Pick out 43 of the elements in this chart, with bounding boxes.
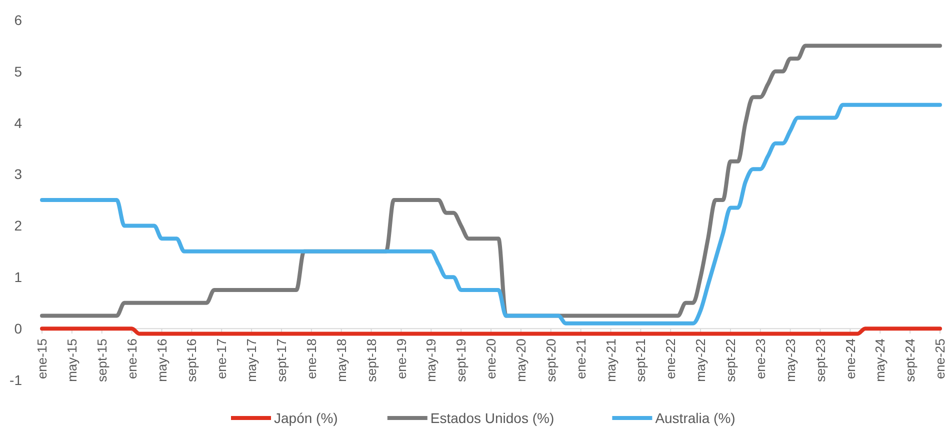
x-tick-label: ene-22 xyxy=(663,338,678,380)
x-tick-label: ene-21 xyxy=(573,338,588,380)
x-tick-label: sept-15 xyxy=(94,338,110,382)
legend-label: Estados Unidos (%) xyxy=(430,410,554,426)
x-tick-label: ene-18 xyxy=(304,338,319,380)
y-tick-label: 6 xyxy=(14,12,22,28)
x-tick-label: may-20 xyxy=(513,338,528,382)
x-tick-label: ene-17 xyxy=(214,338,230,380)
x-tick-label: may-15 xyxy=(64,338,80,382)
x-tick-label: sept-17 xyxy=(274,338,290,382)
x-tick-label: sept-20 xyxy=(543,338,558,382)
legend-label: Australia (%) xyxy=(655,410,736,426)
x-tick-label: sept-23 xyxy=(812,338,828,382)
x-tick-label: sept-18 xyxy=(364,338,379,382)
x-tick-label: sept-22 xyxy=(723,338,738,382)
x-tick-label: sept-16 xyxy=(184,338,200,382)
x-tick-label: may-16 xyxy=(154,338,170,382)
x-tick-label: sept-21 xyxy=(633,338,648,382)
y-tick-label: 2 xyxy=(14,218,22,234)
x-tick-label: may-17 xyxy=(244,338,260,382)
line-series xyxy=(40,102,942,326)
x-tick-label: sept-24 xyxy=(902,338,918,382)
y-tick-label: 0 xyxy=(14,320,22,336)
y-tick-label: 4 xyxy=(14,114,22,131)
x-tick-label: may-18 xyxy=(334,338,349,382)
y-tick-label: -1 xyxy=(10,372,22,388)
legend-label: Japón (%) xyxy=(274,410,338,426)
x-tick-label: ene-19 xyxy=(394,338,409,380)
x-tick-label: ene-15 xyxy=(34,338,50,380)
x-tick-label: may-24 xyxy=(872,338,888,382)
x-tick-label: ene-23 xyxy=(752,338,768,380)
x-tick-label: may-23 xyxy=(782,338,798,382)
y-tick-label: 5 xyxy=(14,63,22,80)
x-tick-label: ene-25 xyxy=(932,338,945,380)
x-tick-label: may-19 xyxy=(424,338,439,382)
y-tick-label: 3 xyxy=(14,166,22,182)
x-tick-label: ene-16 xyxy=(124,338,140,380)
x-tick-label: may-22 xyxy=(693,338,708,382)
x-tick-label: may-21 xyxy=(603,338,618,382)
y-tick-label: 1 xyxy=(14,269,22,286)
x-tick-label: sept-19 xyxy=(454,338,469,382)
x-tick-label: ene-20 xyxy=(484,338,499,380)
x-tick-label: ene-24 xyxy=(842,338,858,380)
